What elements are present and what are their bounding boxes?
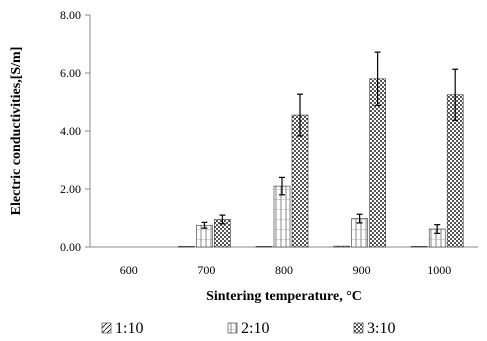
bar-1-10-700 [178,246,195,248]
legend-label-3-10: 3:10 [367,320,395,337]
legend-label-2-10: 2:10 [241,320,269,337]
y-tick-label: 6.00 [60,66,81,80]
bar-1-10-800 [255,246,273,248]
y-tick-label: 2.00 [60,182,81,196]
x-tick-label-800: 800 [275,263,293,277]
legend: 1:10 2:10 3:10 [101,320,395,337]
x-tick-label-700: 700 [197,263,215,277]
legend-swatch-3-10 [353,322,364,334]
x-tick-label-600: 600 [120,263,138,277]
y-tick-label: 8.00 [60,8,81,22]
legend-swatch-1-10 [101,322,112,334]
x-tick-label-900: 900 [353,263,371,277]
y-axis-title: Electric conductivities,[S/m] [9,47,24,216]
bar-1-10-1000 [410,246,428,248]
y-tick-label: 4.00 [60,124,81,138]
legend-swatch-2-10 [227,322,238,334]
bar-1-10-900 [333,245,350,248]
x-axis-title: Sintering temperature, °C [206,289,362,304]
x-tick-label-1000: 1000 [427,263,451,277]
y-tick-label: 0.00 [60,240,81,254]
legend-label-1-10: 1:10 [115,320,143,337]
